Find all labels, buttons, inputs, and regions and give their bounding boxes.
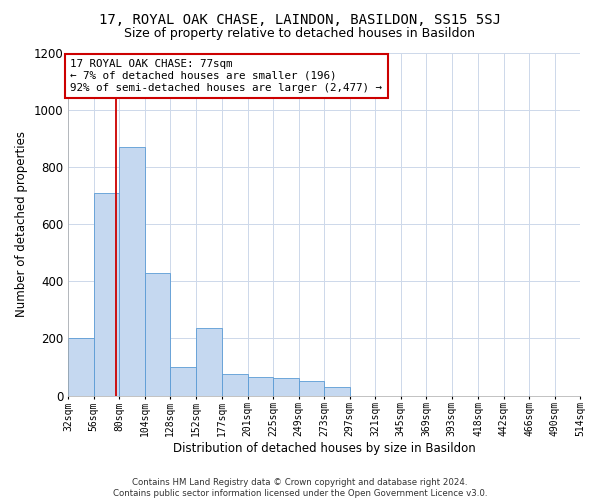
Text: Contains HM Land Registry data © Crown copyright and database right 2024.
Contai: Contains HM Land Registry data © Crown c… xyxy=(113,478,487,498)
Bar xyxy=(119,147,145,396)
Bar xyxy=(299,382,324,396)
Bar xyxy=(248,377,273,396)
Bar xyxy=(273,378,299,396)
Text: 17 ROYAL OAK CHASE: 77sqm
← 7% of detached houses are smaller (196)
92% of semi-: 17 ROYAL OAK CHASE: 77sqm ← 7% of detach… xyxy=(70,60,382,92)
Bar xyxy=(94,192,119,396)
Bar xyxy=(68,338,94,396)
X-axis label: Distribution of detached houses by size in Basildon: Distribution of detached houses by size … xyxy=(173,442,475,455)
Bar xyxy=(145,272,170,396)
Bar xyxy=(324,387,350,396)
Text: Size of property relative to detached houses in Basildon: Size of property relative to detached ho… xyxy=(125,28,476,40)
Y-axis label: Number of detached properties: Number of detached properties xyxy=(15,131,28,317)
Bar xyxy=(170,367,196,396)
Bar xyxy=(222,374,248,396)
Text: 17, ROYAL OAK CHASE, LAINDON, BASILDON, SS15 5SJ: 17, ROYAL OAK CHASE, LAINDON, BASILDON, … xyxy=(99,12,501,26)
Bar xyxy=(196,328,222,396)
